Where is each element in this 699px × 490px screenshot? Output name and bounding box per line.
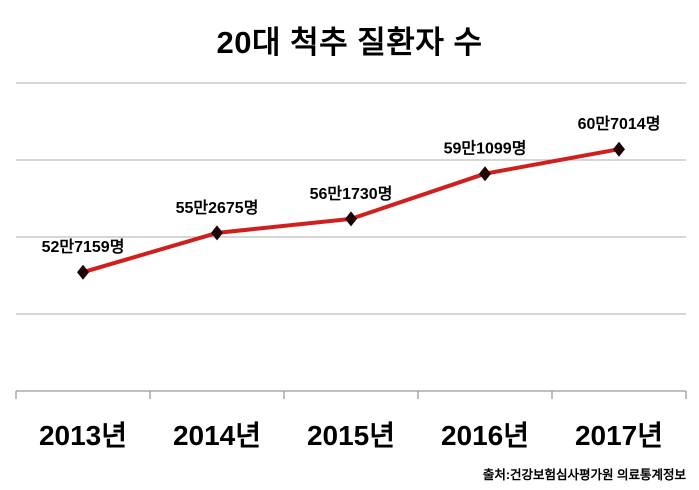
line-chart-plot: 52만7159명 2013년 55만2675명 2014년 56만1730명 2015년 5… — [15, 82, 687, 451]
data-point-marker — [77, 264, 89, 280]
data-point-marker — [613, 141, 625, 157]
x-axis-label: 2017년 — [575, 420, 663, 451]
data-point-label: 56만1730명 — [310, 185, 393, 203]
data-point-label: 52만7159명 — [42, 238, 125, 256]
chart-title: 20대 척추 질환자 수 — [216, 25, 483, 60]
x-axis-label: 2015년 — [307, 420, 395, 451]
source-caption: 출처:건강보험심사평가원 의료통계정보 — [482, 468, 686, 482]
data-line — [81, 147, 621, 275]
x-axis-label: 2014년 — [173, 420, 261, 451]
data-point-marker — [345, 211, 357, 227]
data-point-marker — [211, 225, 223, 241]
x-axis-label: 2013년 — [39, 420, 127, 451]
x-axis-label: 2016년 — [441, 420, 529, 451]
data-point-label: 55만2675명 — [176, 199, 259, 217]
data-point-label: 60만7014명 — [578, 115, 661, 133]
data-point-label: 59만1099명 — [444, 140, 527, 158]
data-point-marker — [479, 166, 491, 182]
